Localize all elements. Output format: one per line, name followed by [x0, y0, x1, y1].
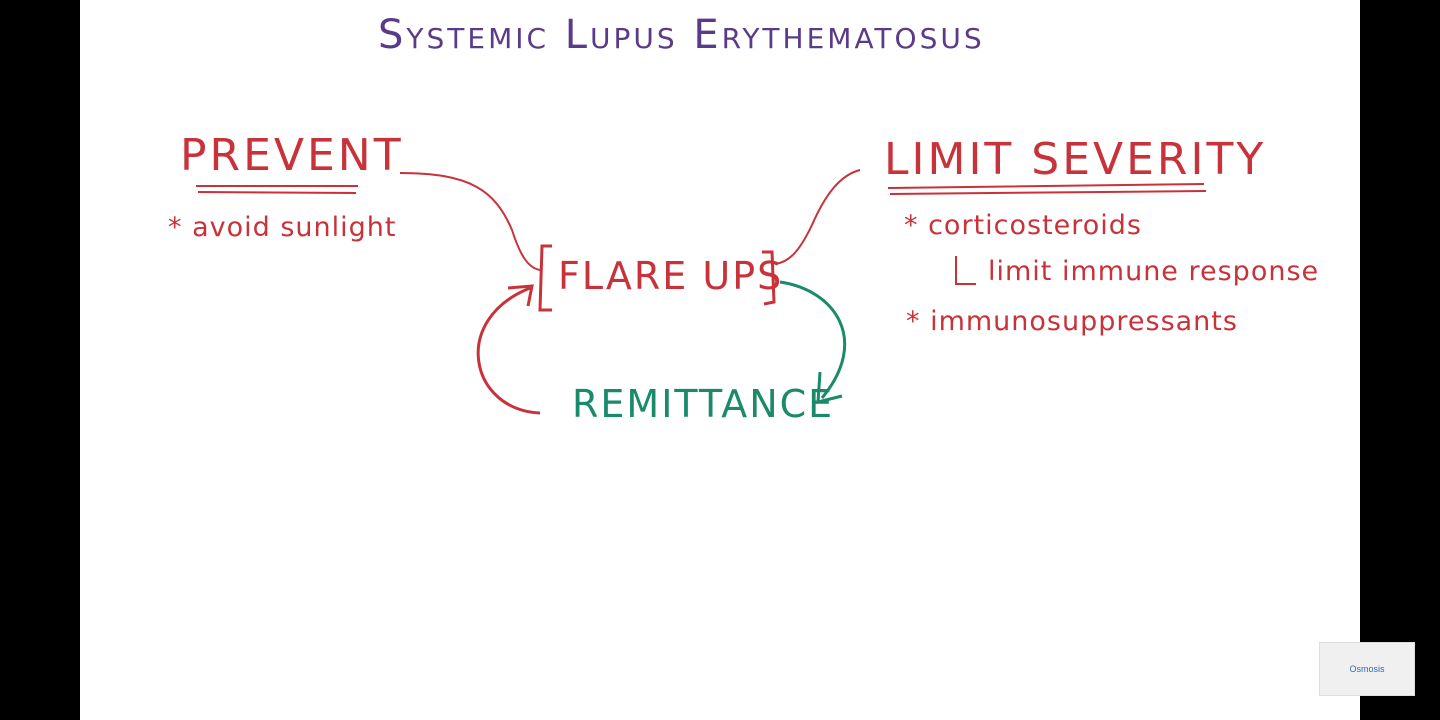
- prevent-item: * avoid sunlight: [168, 212, 397, 243]
- prevent-heading: PREVENT: [180, 130, 404, 181]
- green-arrow: [779, 280, 847, 399]
- prevent-underline: [196, 185, 358, 194]
- whiteboard: [80, 0, 1360, 720]
- limit-connector: [774, 169, 861, 265]
- limit-item-immunosuppressants: * immunosuppressants: [906, 306, 1238, 337]
- limit-item-corticosteroids: * corticosteroids: [904, 210, 1142, 241]
- remittance-label: REMITTANCE: [572, 382, 835, 426]
- page-title: Systemic Lupus Erythematosus: [378, 12, 985, 58]
- logo-text: Osmosis: [1349, 664, 1385, 674]
- limit-subitem: limit immune response: [988, 256, 1320, 287]
- prevent-connector: [399, 172, 541, 271]
- limit-underline: [887, 183, 1207, 195]
- right-bracket: [762, 250, 776, 306]
- flare-ups-label: FLARE UPS: [558, 254, 784, 298]
- limit-severity-heading: LIMIT SEVERITY: [884, 134, 1267, 185]
- red-arrow: [476, 286, 541, 415]
- sub-branch: [955, 256, 976, 285]
- red-arrowhead: [507, 284, 534, 307]
- left-bracket: [538, 244, 552, 312]
- green-arrowhead: [816, 371, 843, 404]
- osmosis-logo: Osmosis: [1319, 642, 1415, 696]
